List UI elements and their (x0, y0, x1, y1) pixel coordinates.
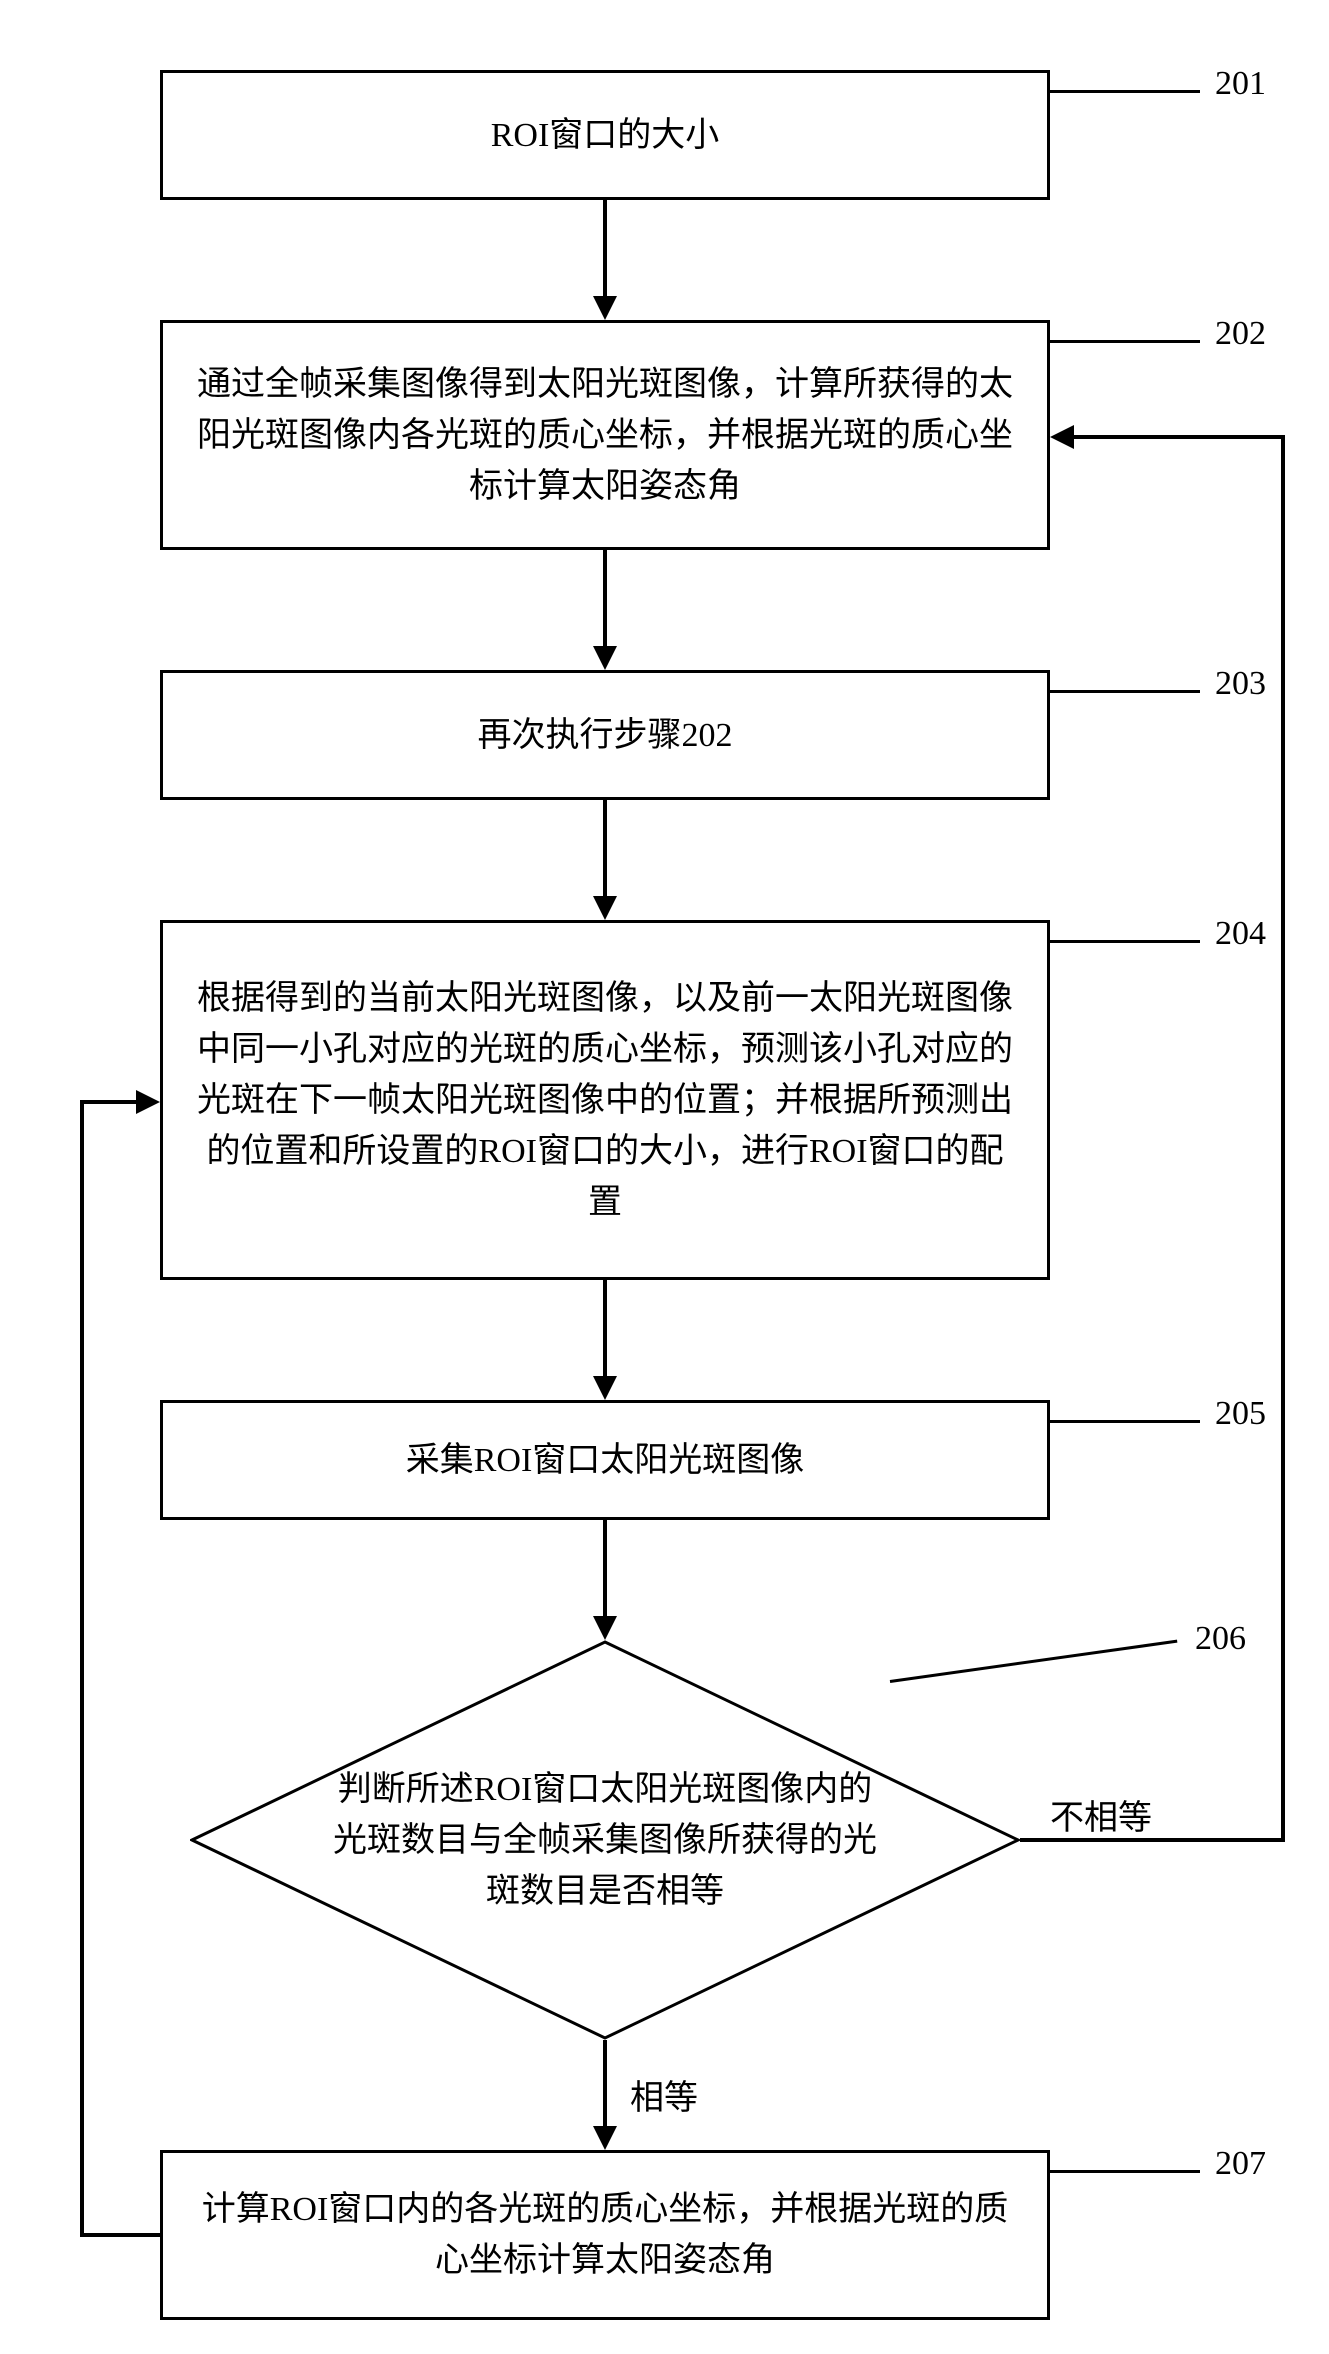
node-201: ROI窗口的大小 (160, 70, 1050, 200)
callout-205 (1050, 1420, 1200, 1423)
label-206: 206 (1195, 1620, 1246, 1658)
arrowhead-203-204 (593, 896, 617, 920)
loop-left-h1 (80, 2233, 160, 2237)
label-not-equal: 不相等 (1050, 1790, 1152, 1839)
callout-207 (1050, 2170, 1200, 2173)
callout-203 (1050, 690, 1200, 693)
node-206: 判断所述ROI窗口太阳光斑图像内的光斑数目与全帧采集图像所获得的光斑数目是否相等 (190, 1640, 1020, 2040)
loop-right-arrowhead (1050, 425, 1074, 449)
loop-left-h2 (80, 1100, 136, 1104)
arrow-205-206 (603, 1520, 607, 1616)
label-203: 203 (1215, 665, 1266, 703)
arrowhead-205-206 (593, 1616, 617, 1640)
label-equal: 相等 (630, 2070, 698, 2119)
callout-201 (1050, 90, 1200, 93)
arrow-206-207 (603, 2040, 607, 2126)
callout-204 (1050, 940, 1200, 943)
node-203-text: 再次执行步骤202 (478, 710, 733, 761)
callout-202 (1050, 340, 1200, 343)
node-201-text: ROI窗口的大小 (491, 110, 720, 161)
node-207-text: 计算ROI窗口内的各光斑的质心坐标，并根据光斑的质心坐标计算太阳姿态角 (193, 2184, 1017, 2286)
arrowhead-204-205 (593, 1376, 617, 1400)
label-202: 202 (1215, 315, 1266, 353)
label-205: 205 (1215, 1395, 1266, 1433)
node-204: 根据得到的当前太阳光斑图像，以及前一太阳光斑图像中同一小孔对应的光斑的质心坐标，… (160, 920, 1050, 1280)
loop-right-h2 (1074, 435, 1285, 439)
arrowhead-202-203 (593, 646, 617, 670)
arrow-202-203 (603, 550, 607, 646)
label-207: 207 (1215, 2145, 1266, 2183)
label-204: 204 (1215, 915, 1266, 953)
loop-left-v (80, 1100, 84, 2237)
arrowhead-206-207 (593, 2126, 617, 2150)
arrowhead-201-202 (593, 296, 617, 320)
node-202-text: 通过全帧采集图像得到太阳光斑图像，计算所获得的太阳光斑图像内各光斑的质心坐标，并… (193, 359, 1017, 512)
arrow-203-204 (603, 800, 607, 896)
arrow-204-205 (603, 1280, 607, 1376)
label-201: 201 (1215, 65, 1266, 103)
node-203: 再次执行步骤202 (160, 670, 1050, 800)
loop-right-v (1281, 435, 1285, 1842)
node-205: 采集ROI窗口太阳光斑图像 (160, 1400, 1050, 1520)
loop-right-h1 (1020, 1838, 1285, 1842)
arrow-201-202 (603, 200, 607, 296)
node-207: 计算ROI窗口内的各光斑的质心坐标，并根据光斑的质心坐标计算太阳姿态角 (160, 2150, 1050, 2320)
node-206-text: 判断所述ROI窗口太阳光斑图像内的光斑数目与全帧采集图像所获得的光斑数目是否相等 (330, 1764, 880, 1917)
node-202: 通过全帧采集图像得到太阳光斑图像，计算所获得的太阳光斑图像内各光斑的质心坐标，并… (160, 320, 1050, 550)
node-204-text: 根据得到的当前太阳光斑图像，以及前一太阳光斑图像中同一小孔对应的光斑的质心坐标，… (193, 973, 1017, 1228)
loop-left-arrowhead (136, 1090, 160, 1114)
flowchart-container: ROI窗口的大小 201 通过全帧采集图像得到太阳光斑图像，计算所获得的太阳光斑… (20, 20, 1329, 2334)
node-205-text: 采集ROI窗口太阳光斑图像 (406, 1435, 805, 1486)
